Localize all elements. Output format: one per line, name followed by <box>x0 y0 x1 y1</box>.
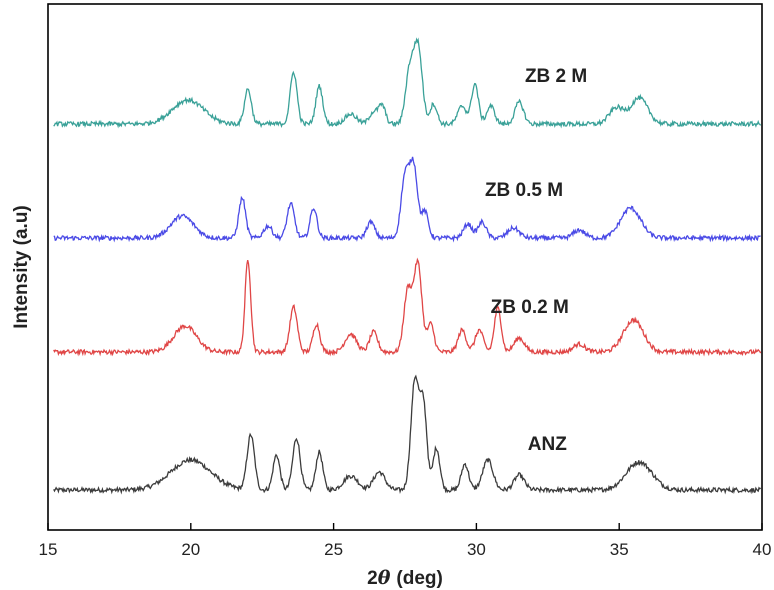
series-line-zb-2-m <box>53 37 762 129</box>
series-label-anz: ANZ <box>528 434 567 455</box>
x-tick-label: 25 <box>324 540 343 559</box>
x-axis-title-unit: (deg) <box>396 568 442 589</box>
series-label-zb-0-5-m: ZB 0.5 M <box>485 180 563 201</box>
x-tick-label: 40 <box>753 540 772 559</box>
x-axis-title-symbol: θ <box>378 567 391 589</box>
x-axis-title-prefix: 2 <box>367 568 378 589</box>
series-line-zb-0-5-m <box>53 156 761 243</box>
y-axis-title: Intensity (a.u) <box>11 205 32 329</box>
x-tick-label: 20 <box>181 540 200 559</box>
plot-frame <box>47 3 763 531</box>
series-label-zb-2-m: ZB 2 M <box>525 66 587 87</box>
series-line-zb-0-2-m <box>53 257 762 357</box>
x-tick-label: 15 <box>39 540 58 559</box>
series-line-anz <box>53 374 762 495</box>
x-tick-label: 30 <box>467 540 486 559</box>
x-axis-title: 2θ (deg) <box>367 567 443 589</box>
ticks-layer: 15 20 25 30 35 40 <box>39 523 772 559</box>
series-label-zb-0-2-m: ZB 0.2 M <box>491 297 569 318</box>
x-tick-label: 35 <box>610 540 629 559</box>
labels-layer: ANZ ZB 0.2 M ZB 0.5 M ZB 2 M <box>485 66 587 455</box>
series-layer <box>53 37 762 495</box>
